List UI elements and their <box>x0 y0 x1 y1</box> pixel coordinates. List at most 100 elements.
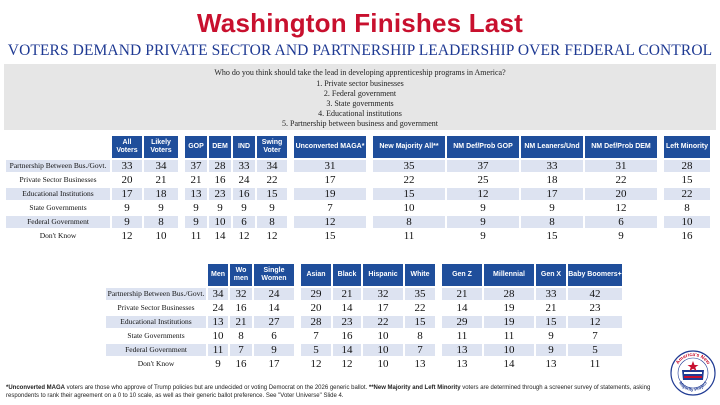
table-row: Don't Know 9 16 17 12 12 10 13 13 14 13 11 <box>106 358 622 370</box>
table-cell: 13 <box>545 358 557 370</box>
table-cell: 25 <box>477 174 489 186</box>
table-cell: 22 <box>664 188 710 200</box>
question-option: 1. Private sector businesses <box>316 79 404 88</box>
table-row: Don't Know 12 10 11 14 12 12 15 11 9 15 9 16 <box>6 230 710 242</box>
column-gap <box>368 202 371 214</box>
table-cell: 16 <box>341 330 353 342</box>
table-cell: 28 <box>209 160 231 172</box>
column-gap <box>368 160 371 172</box>
table-row: Educational Institutions 17 18 13 23 16 15 19 15… <box>6 188 710 200</box>
table-cell: 10 <box>212 330 224 342</box>
column-header: Asian <box>301 264 331 286</box>
table-cell: 33 <box>112 160 142 172</box>
row-label: Private Sector Businesses <box>117 303 195 312</box>
column-gap <box>289 188 292 200</box>
column-gap <box>437 344 440 356</box>
table-cell: 9 <box>112 216 142 228</box>
table-cell: 37 <box>185 160 207 172</box>
table-cell: 10 <box>664 216 710 228</box>
column-gap <box>659 216 662 228</box>
table-cell: 9 <box>158 202 164 214</box>
column-gap <box>296 316 299 328</box>
table-row: Partnership Between Bus./Govt. 34 32 24 29 21… <box>106 288 622 300</box>
row-label: State Governments <box>127 331 185 340</box>
column-header: White <box>405 264 435 286</box>
column-header: Single Women <box>254 264 294 286</box>
table-cell: 33 <box>536 288 566 300</box>
table-cell: 12 <box>447 188 519 200</box>
column-header: Likely Voters <box>144 136 178 158</box>
header-blank <box>106 264 206 286</box>
table-cell: 7 <box>230 344 252 356</box>
table-cell: 18 <box>144 188 178 200</box>
column-gap <box>659 202 662 214</box>
table-cell: 9 <box>548 330 554 342</box>
table-cell: 22 <box>615 174 627 186</box>
column-header: IND <box>233 136 255 158</box>
table-cell: 21 <box>545 302 557 314</box>
table-header-row: All Voters Likely Voters GOP DEM IND Swi… <box>6 136 710 158</box>
table-header-row: Men Wo men Single Women Asian Black Hisp… <box>106 264 622 286</box>
column-gap <box>180 188 183 200</box>
table-cell: 29 <box>301 288 331 300</box>
table-row: State Governments 10 8 6 7 16 10 8 11 11 9 7 <box>106 330 622 342</box>
column-gap <box>368 174 371 186</box>
table-cell: 17 <box>112 188 142 200</box>
table-cell: 9 <box>193 202 199 214</box>
column-gap <box>180 216 183 228</box>
row-label: Federal Government <box>106 344 206 356</box>
table-cell: 27 <box>254 316 294 328</box>
column-header: DEM <box>209 136 231 158</box>
column-gap <box>180 174 183 186</box>
table-cell: 23 <box>589 302 601 314</box>
table-cell: 17 <box>377 302 389 314</box>
table-cell: 28 <box>484 288 534 300</box>
table-cell: 12 <box>341 358 353 370</box>
column-gap <box>296 302 299 314</box>
table-cell: 12 <box>615 202 627 214</box>
table-cell: 23 <box>209 188 231 200</box>
table-cell: 18 <box>546 174 558 186</box>
table-cell: 34 <box>257 160 287 172</box>
table-cell: 29 <box>442 316 482 328</box>
row-label: Don't Know <box>39 231 77 240</box>
table-cell: 22 <box>266 174 278 186</box>
page-subtitle: VOTERS DEMAND PRIVATE SECTOR AND PARTNER… <box>7 42 713 59</box>
table-cell: 9 <box>185 216 207 228</box>
table-cell: 20 <box>121 174 133 186</box>
table-cell: 10 <box>377 358 389 370</box>
page-title: Washington Finishes Last <box>197 8 523 38</box>
row-label: Private Sector Businesses <box>19 175 97 184</box>
row-label: Partnership Between Bus./Govt. <box>6 160 110 172</box>
column-gap <box>659 174 662 186</box>
table-cell: 14 <box>268 302 280 314</box>
table-cell: 19 <box>484 316 534 328</box>
table-cell: 7 <box>405 344 435 356</box>
column-header: All Voters <box>112 136 142 158</box>
results-table-by-party: All Voters Likely Voters GOP DEM IND Swi… <box>4 134 712 244</box>
column-header: NM Def/Prob DEM <box>585 136 657 158</box>
table-cell: 9 <box>480 202 486 214</box>
table-cell: 7 <box>592 330 598 342</box>
question-text: Who do you think should take the lead in… <box>214 68 506 77</box>
column-header: Men <box>208 264 228 286</box>
footnote-text: voters are determined through a screener… <box>6 385 651 399</box>
table-row: Federal Government 11 7 9 5 14 10 7 13 10 9 5 <box>106 344 622 356</box>
table-cell: 8 <box>238 330 244 342</box>
column-gap <box>437 358 440 370</box>
column-gap <box>659 188 662 200</box>
column-header: Swing Voter <box>257 136 287 158</box>
table-cell: 17 <box>521 188 583 200</box>
table-cell: 8 <box>417 330 423 342</box>
row-label: Don't Know <box>137 359 175 368</box>
table-cell: 22 <box>414 302 426 314</box>
table-cell: 14 <box>333 344 361 356</box>
table-cell: 21 <box>442 288 482 300</box>
table-cell: 31 <box>585 160 657 172</box>
table-cell: 13 <box>442 344 482 356</box>
table-cell: 8 <box>373 216 445 228</box>
table-cell: 17 <box>268 358 280 370</box>
table-cell: 14 <box>503 358 515 370</box>
column-header: Black <box>333 264 361 286</box>
table-cell: 9 <box>254 344 294 356</box>
